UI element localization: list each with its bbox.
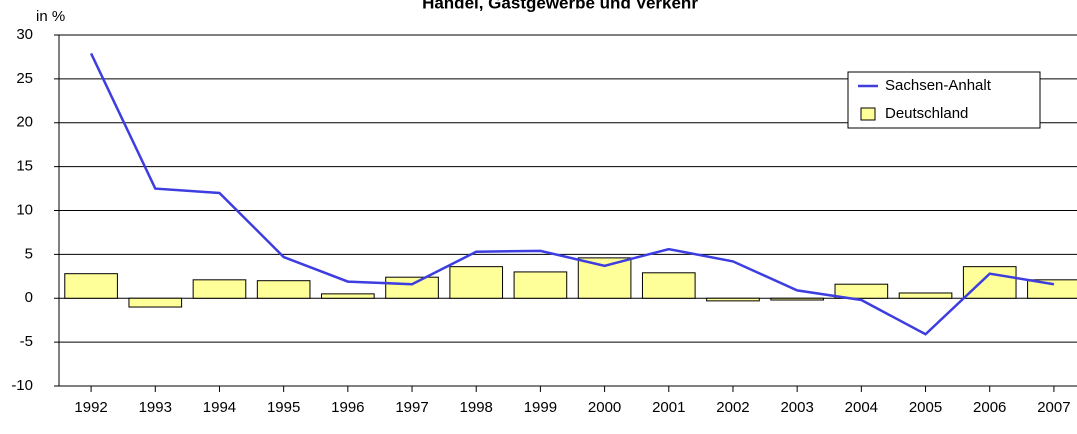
legend-box <box>847 71 1041 129</box>
bar <box>513 271 568 299</box>
bar <box>321 293 375 299</box>
bar <box>770 297 824 301</box>
y-tick-label: 10 <box>16 201 33 218</box>
y-tick-label: 25 <box>16 70 33 87</box>
y-tick-label: 30 <box>16 26 33 43</box>
x-tick-label: 2006 <box>973 399 1006 416</box>
x-tick-label: 1994 <box>203 399 236 416</box>
bar <box>898 292 953 299</box>
x-tick-label: 2007 <box>1037 399 1070 416</box>
bar <box>256 280 311 299</box>
bar <box>64 273 118 299</box>
bar <box>834 283 889 299</box>
x-tick-label: 1999 <box>524 399 557 416</box>
bar <box>128 297 183 308</box>
legend-swatch <box>860 107 876 121</box>
bar <box>962 266 1017 299</box>
chart-title: Handel, Gastgewerbe und Verkehr <box>422 0 698 12</box>
x-tick-label: 2004 <box>845 399 878 416</box>
x-tick-label: 2001 <box>652 399 685 416</box>
y-tick-label: 15 <box>16 158 33 175</box>
x-tick-label: 2005 <box>909 399 942 416</box>
legend-label: Deutschland <box>885 105 968 122</box>
bar <box>385 276 439 299</box>
bar <box>449 266 504 299</box>
x-tick-label: 1996 <box>331 399 364 416</box>
x-tick-label: 1997 <box>395 399 428 416</box>
y-tick-label: -10 <box>11 377 33 394</box>
bar <box>577 257 632 299</box>
line <box>89 52 1055 336</box>
y-tick-label: 5 <box>25 245 33 262</box>
legend-label: Sachsen-Anhalt <box>885 77 992 94</box>
bar <box>192 279 247 299</box>
y-tick-label: 20 <box>16 114 33 131</box>
y-tick-label: -5 <box>20 333 33 350</box>
y-axis-label: in % <box>36 8 65 25</box>
x-tick-label: 2000 <box>588 399 621 416</box>
bar <box>706 297 760 302</box>
x-tick-label: 1993 <box>139 399 172 416</box>
x-tick-label: 1998 <box>460 399 493 416</box>
bar <box>1027 279 1077 299</box>
x-tick-label: 1995 <box>267 399 300 416</box>
x-tick-label: 2002 <box>716 399 749 416</box>
x-tick-label: 2003 <box>780 399 813 416</box>
y-tick-label: 0 <box>25 289 33 306</box>
x-tick-label: 1992 <box>74 399 107 416</box>
bar <box>641 272 696 299</box>
